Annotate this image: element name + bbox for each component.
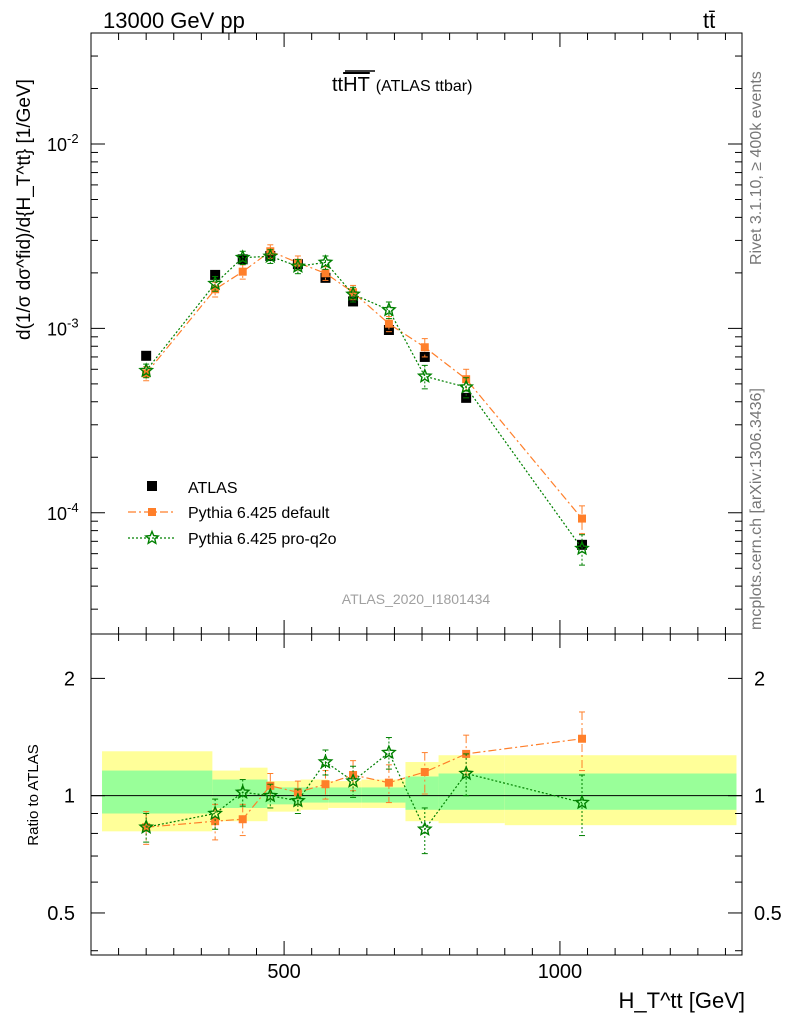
ratio-point [293,788,302,797]
process-label: tt̄ [703,8,715,33]
ratio-point-star [380,744,397,760]
ratio-data-layer [138,711,590,855]
data-point [577,539,588,550]
data-point-star [289,257,306,274]
ratio-point [420,768,429,777]
data-point [383,324,394,335]
data-point [578,514,587,523]
uncertainty-band-green [504,773,737,810]
data-point-star [416,367,433,383]
data-point-star [234,249,251,265]
data-point-star [458,378,475,394]
ratio-ytick-label-left: 0.5 [47,903,75,925]
ratio-point [384,778,393,787]
ratio-ytick-label-left: 2 [64,668,75,690]
data-point [238,267,247,276]
uncertainty-band-green [438,773,505,810]
ratio-point-star [317,753,334,769]
main-ytick-label: 10-3 [47,315,79,339]
uncertainty-band-green [328,787,362,803]
ratio-ytick-label-left: 1 [64,786,75,808]
ratio-point [578,734,587,743]
ratio-point-star [207,805,224,821]
mcplots-label: mcplots.cern.ch [arXiv:1306.3436] [748,388,765,630]
title-overline: HT [343,74,370,96]
data-point [384,319,393,328]
title-suffix: (ATLAS ttbar) [376,78,473,95]
data-point [348,296,359,307]
ratio-point [321,780,330,789]
legend: ATLAS Pythia 6.425 default Pythia 6.425 … [128,480,337,548]
ratio-point-star [234,783,251,800]
ratio-ytick-label-right: 2 [754,668,765,690]
data-point-star [380,301,397,317]
main-data-layer [138,244,590,566]
data-point-star [138,362,155,378]
data-point-star [317,254,334,270]
uncertainty-band-green [212,779,240,808]
data-point [420,343,429,352]
ratio-panel: 0.5 0.5 1 1 2 2 500 1000 Ratio to ATLAS H_T^tt … [25,633,782,1013]
xtick-label: 500 [267,961,300,983]
ratio-point-star [416,820,433,836]
ratio-point-star [458,765,475,781]
data-point-star [574,540,590,556]
main-title: ttHT (ATLAS ttbar) [332,74,472,96]
ratio-point-star [345,772,361,788]
main-ytick-label: 10-4 [47,500,79,524]
legend-label-default: Pythia 6.425 default [188,505,330,522]
uncertainty-band-green [300,787,329,803]
xtick-label: 1000 [538,961,583,983]
ratio-bands [91,751,742,832]
ratio-ytick-label-right: 0.5 [754,903,782,925]
data-point [293,258,302,267]
xaxis-label: H_T^tt [GeV] [619,988,745,1013]
uncertainty-band-green [361,787,406,803]
ratio-ylabel: Ratio to ATLAS [25,744,42,845]
ratio-frame [90,633,743,956]
uncertainty-band-green [102,770,213,814]
ratio-point-star [138,818,155,834]
data-point-star [207,275,224,291]
ratio-point [211,817,220,826]
ratio-ytick-label-right: 1 [754,786,765,808]
data-point-star [262,247,279,264]
rivet-label: Rivet 3.1.10, ≥ 400k events [748,71,765,265]
ratio-point-star [289,792,306,808]
data-point-star [345,285,361,302]
main-axes: 10-4 10-3 10-2 [47,32,742,634]
analysis-watermark: ATLAS_2020_I1801434 [342,591,491,607]
ratio-axes: 0.5 0.5 1 1 2 2 500 1000 [47,634,782,983]
legend-star-shape [144,529,160,545]
data-point [321,269,330,278]
legend-marker-atlas [147,481,157,491]
uncertainty-band-green [405,776,439,810]
main-ylabel: d(1/σ dσ^fid)/d{H_T^tt} [1/GeV] [14,79,35,340]
data-point [141,350,152,361]
collision-label: 13000 GeV pp [103,8,245,33]
data-point [210,269,221,280]
legend-label-proq2o: Pythia 6.425 pro-q2o [188,531,337,548]
ratio-point-star [574,794,590,810]
ratio-point [238,815,247,824]
main-ytick-label: 10-2 [47,131,79,155]
legend-marker-proq2o [144,529,160,545]
legend-marker-default [148,508,156,516]
ratio-point-star [262,787,279,803]
series-line-2 [145,255,583,549]
title-main: tt [332,74,344,96]
main-panel: 10-4 10-3 10-2 ttHT (ATLAS ttbar) ATLAS_202… [14,32,743,635]
legend-label-atlas: ATLAS [188,480,238,497]
